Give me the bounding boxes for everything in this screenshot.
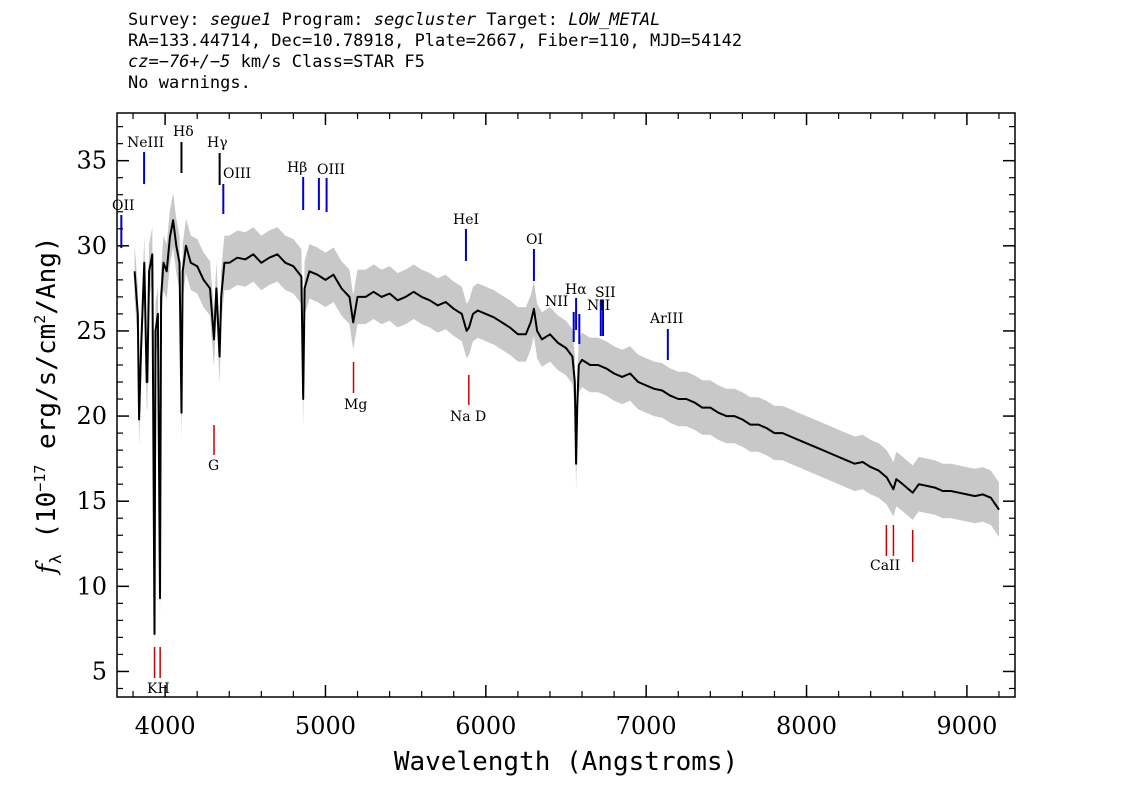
error-band-layer bbox=[134, 193, 1000, 662]
line-label-oiii-4363: OIII bbox=[223, 166, 251, 182]
survey-value: segue1 bbox=[209, 10, 272, 30]
line-label-kh: KH bbox=[147, 681, 170, 697]
line-label-ariii: ArIII bbox=[649, 311, 683, 327]
error-band bbox=[134, 193, 1000, 662]
x-tick-label: 9000 bbox=[936, 712, 997, 740]
header-line-4: No warnings. bbox=[128, 73, 251, 93]
line-label-nad: Na D bbox=[450, 409, 486, 425]
y-label-exp2: 2 bbox=[31, 315, 49, 324]
spectral-line-labels: OII NeIII Hδ Hγ OIII Hβ OIII HeI OI NII … bbox=[112, 124, 900, 697]
y-label-end: /Ang) bbox=[32, 236, 62, 314]
survey-label: Survey: bbox=[128, 10, 200, 30]
program-label: Program: bbox=[281, 10, 364, 30]
redshift-value: cz=−76+/−5 bbox=[128, 52, 231, 72]
header-line-3: cz=−76+/−5 km/s Class=STAR F5 bbox=[128, 52, 742, 73]
y-tick-label: 5 bbox=[92, 657, 107, 685]
plot-frame bbox=[116, 112, 1016, 698]
target-value: LOW_METAL bbox=[568, 10, 661, 30]
y-tick-label: 15 bbox=[76, 487, 107, 515]
axis-ticks: 4000 5000 6000 7000 8000 9000 5 10 15 20 25 30 35 bbox=[76, 113, 1015, 740]
line-label-hgamma: Hγ bbox=[207, 135, 228, 151]
line-label-nii-6548: NII bbox=[545, 294, 568, 310]
y-tick-label: 20 bbox=[76, 402, 107, 430]
flux-line bbox=[133, 219, 1000, 635]
y-tick-label: 10 bbox=[76, 572, 107, 600]
spectrum-header: Survey: segue1 Program: segcluster Targe… bbox=[128, 10, 742, 94]
spectral-lines-layer bbox=[120, 142, 914, 678]
x-tick-label: 6000 bbox=[455, 712, 516, 740]
y-label-text: (10 bbox=[32, 492, 62, 555]
line-label-nii-6583: NII bbox=[587, 298, 610, 314]
x-axis-label: Wavelength (Angstroms) bbox=[394, 747, 738, 777]
y-label-rest: erg/s/cm bbox=[32, 324, 62, 465]
line-label-halpha: Hα bbox=[565, 282, 587, 298]
y-axis-label: fλ (10−17 erg/s/cm2/Ang) bbox=[31, 236, 65, 575]
y-tick-label: 25 bbox=[76, 317, 107, 345]
line-label-neiii: NeIII bbox=[127, 135, 164, 151]
header-line-1: Survey: segue1 Program: segcluster Targe… bbox=[128, 10, 742, 31]
line-label-hbeta: Hβ bbox=[287, 160, 307, 176]
line-label-mg: Mg bbox=[344, 397, 367, 413]
program-value: segcluster bbox=[373, 10, 477, 30]
header-line-2: RA=133.44714, Dec=10.78918, Plate=2667, … bbox=[128, 31, 743, 51]
y-tick-label: 30 bbox=[76, 232, 107, 260]
line-label-sii: SII bbox=[595, 285, 616, 301]
class-text: km/s Class=STAR F5 bbox=[230, 52, 425, 72]
x-tick-label: 7000 bbox=[616, 712, 677, 740]
x-tick-label: 8000 bbox=[776, 712, 837, 740]
line-label-oiii-5007: OIII bbox=[317, 162, 345, 178]
target-label: Target: bbox=[486, 10, 558, 30]
x-tick-label: 4000 bbox=[135, 712, 196, 740]
y-tick-label: 35 bbox=[76, 147, 107, 175]
line-label-hei: HeI bbox=[453, 212, 479, 228]
line-label-oi: OI bbox=[526, 232, 543, 248]
line-label-hdelta: Hδ bbox=[173, 124, 194, 140]
x-tick-label: 5000 bbox=[295, 712, 356, 740]
line-label-g: G bbox=[208, 458, 219, 474]
y-label-exp: −17 bbox=[31, 465, 49, 492]
flux-series-layer bbox=[133, 219, 1000, 635]
line-label-caii: CaII bbox=[870, 558, 900, 574]
y-label-lambda: λ bbox=[46, 554, 65, 564]
line-label-oii: OII bbox=[112, 198, 135, 214]
